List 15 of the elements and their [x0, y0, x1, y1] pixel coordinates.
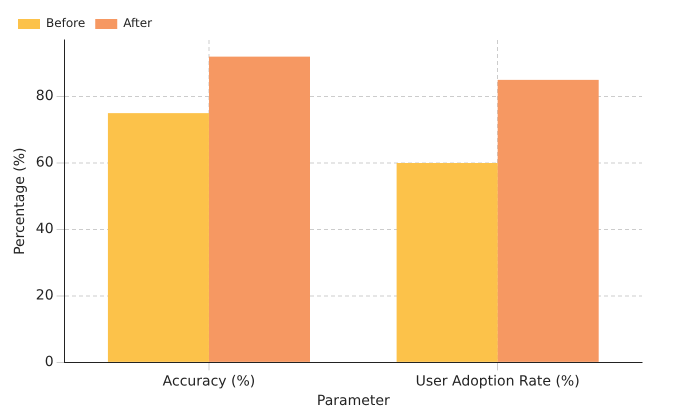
- y-tick-label: 80: [36, 88, 54, 104]
- bar: [208, 56, 310, 362]
- x-tick-label: Accuracy (%): [162, 373, 256, 390]
- y-tick-label: 60: [36, 154, 54, 171]
- x-tick-label: User Adoption Rate (%): [416, 373, 580, 390]
- y-axis-title: Percentage (%): [12, 147, 28, 255]
- legend-label: After: [123, 16, 152, 30]
- y-tick-label: 40: [36, 221, 54, 238]
- y-tick-label: 0: [44, 354, 54, 370]
- bar: [396, 162, 498, 362]
- x-axis-title: Parameter: [316, 393, 390, 410]
- bar: [498, 80, 599, 362]
- legend-label: Before: [46, 16, 86, 30]
- bar: [108, 113, 209, 362]
- y-tick-label: 20: [36, 288, 54, 304]
